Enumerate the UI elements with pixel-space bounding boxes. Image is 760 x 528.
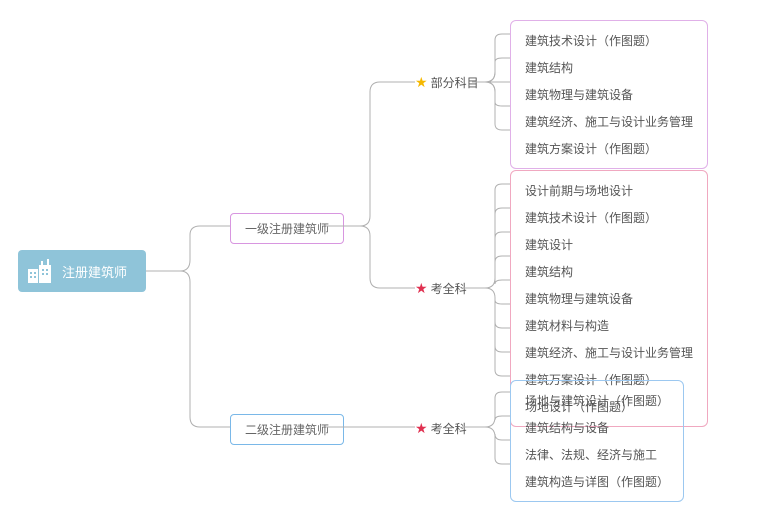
star-label-full-1: ★ 考全科 bbox=[415, 280, 467, 297]
leaf-item: 建筑结构与设备 bbox=[521, 414, 673, 441]
leaf-item: 法律、法规、经济与施工 bbox=[521, 441, 673, 468]
leaf-item: 建筑技术设计（作图题） bbox=[521, 204, 697, 231]
level2-label: 二级注册建筑师 bbox=[245, 423, 329, 437]
leaf-item: 设计前期与场地设计 bbox=[521, 177, 697, 204]
leaf-group-full-2: 场地与建筑设计（作图题） 建筑结构与设备 法律、法规、经济与施工 建筑构造与详图… bbox=[510, 380, 684, 502]
leaf-item: 建筑经济、施工与设计业务管理 bbox=[521, 339, 697, 366]
level1-node: 一级注册建筑师 bbox=[230, 213, 344, 244]
star-label-full-2: ★ 考全科 bbox=[415, 420, 467, 437]
leaf-item: 建筑材料与构造 bbox=[521, 312, 697, 339]
star-icon: ★ bbox=[415, 74, 428, 91]
level1-label: 一级注册建筑师 bbox=[245, 222, 329, 236]
star-text: 考全科 bbox=[431, 280, 467, 297]
star-text: 考全科 bbox=[431, 420, 467, 437]
root-label: 注册建筑师 bbox=[62, 262, 127, 281]
leaf-item: 建筑结构 bbox=[521, 54, 697, 81]
root-node: 注册建筑师 bbox=[18, 250, 146, 292]
leaf-item: 建筑构造与详图（作图题） bbox=[521, 468, 673, 495]
leaf-group-partial: 建筑技术设计（作图题） 建筑结构 建筑物理与建筑设备 建筑经济、施工与设计业务管… bbox=[510, 20, 708, 169]
leaf-item: 建筑经济、施工与设计业务管理 bbox=[521, 108, 697, 135]
star-icon: ★ bbox=[415, 280, 428, 297]
leaf-item: 建筑物理与建筑设备 bbox=[521, 285, 697, 312]
leaf-item: 建筑结构 bbox=[521, 258, 697, 285]
leaf-item: 建筑方案设计（作图题） bbox=[521, 135, 697, 162]
star-label-partial: ★ 部分科目 bbox=[415, 74, 479, 91]
star-icon: ★ bbox=[415, 420, 428, 437]
level2-node: 二级注册建筑师 bbox=[230, 414, 344, 445]
leaf-item: 场地与建筑设计（作图题） bbox=[521, 387, 673, 414]
leaf-item: 建筑设计 bbox=[521, 231, 697, 258]
leaf-item: 建筑技术设计（作图题） bbox=[521, 27, 697, 54]
building-icon bbox=[26, 259, 54, 283]
leaf-item: 建筑物理与建筑设备 bbox=[521, 81, 697, 108]
star-text: 部分科目 bbox=[431, 74, 479, 91]
